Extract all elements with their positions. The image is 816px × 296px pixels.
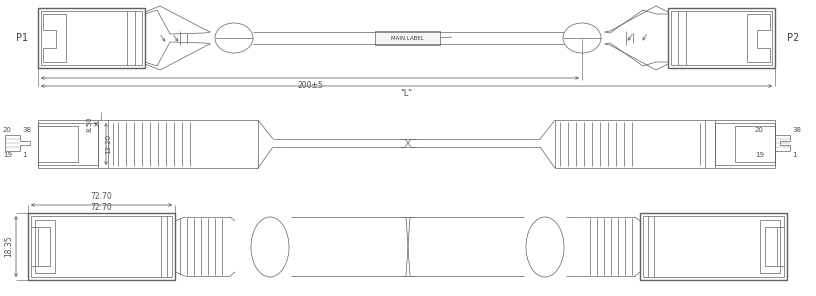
Text: P1: P1 xyxy=(16,33,28,43)
Bar xyxy=(38,8,145,68)
Bar xyxy=(38,120,258,168)
Bar xyxy=(38,227,50,266)
Bar xyxy=(38,126,78,162)
Text: 8.50: 8.50 xyxy=(87,116,93,132)
Text: 19: 19 xyxy=(3,152,12,158)
Text: 200±5: 200±5 xyxy=(297,81,323,90)
Text: 13.20: 13.20 xyxy=(105,134,111,154)
Bar xyxy=(668,8,775,68)
Text: 72.70: 72.70 xyxy=(91,203,113,212)
Bar xyxy=(760,220,780,273)
Text: 38: 38 xyxy=(792,127,801,133)
Text: 19: 19 xyxy=(755,152,764,158)
Bar xyxy=(765,227,777,266)
Text: "L": "L" xyxy=(401,89,413,98)
Bar xyxy=(715,123,775,165)
Text: 20: 20 xyxy=(755,127,764,133)
Bar xyxy=(735,126,775,162)
Text: 72.70: 72.70 xyxy=(91,192,113,201)
Bar xyxy=(28,213,175,280)
Bar xyxy=(31,216,172,277)
Bar xyxy=(38,123,98,165)
Bar xyxy=(35,220,55,273)
Text: 18.35: 18.35 xyxy=(4,236,13,257)
Text: 20: 20 xyxy=(3,127,12,133)
Bar xyxy=(555,120,775,168)
Bar xyxy=(375,31,440,45)
Text: 1: 1 xyxy=(792,152,796,158)
Bar xyxy=(640,213,787,280)
Text: 38: 38 xyxy=(22,127,31,133)
Bar xyxy=(41,11,142,65)
Text: 1: 1 xyxy=(22,152,26,158)
Bar xyxy=(643,216,784,277)
Text: P2: P2 xyxy=(787,33,799,43)
Text: MAIN LABEL: MAIN LABEL xyxy=(391,36,424,41)
Bar xyxy=(671,11,772,65)
